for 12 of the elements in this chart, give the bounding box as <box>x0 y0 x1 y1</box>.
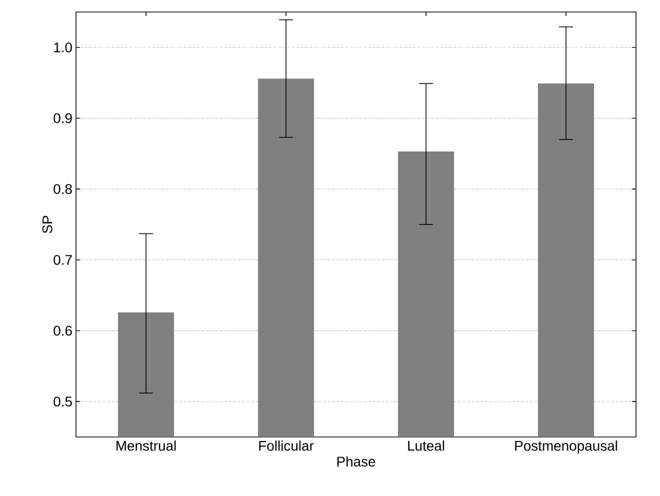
y-axis-title: SP <box>42 216 52 234</box>
x-axis-title: Phase <box>337 456 376 467</box>
y-tick-label: 0.7 <box>54 254 72 265</box>
x-tick-label: Luteal <box>408 440 444 451</box>
y-tick-label: 0.9 <box>54 113 72 124</box>
x-tick-label: Follicular <box>259 440 314 451</box>
x-tick-label: Menstrual <box>116 440 176 451</box>
y-tick-label: 0.5 <box>54 396 72 407</box>
y-tick-label: 0.8 <box>54 184 72 194</box>
y-tick-label: 0.6 <box>54 326 72 336</box>
x-tick-label: Postmenopausal <box>515 440 618 454</box>
y-tick-label: 1.0 <box>54 42 72 52</box>
